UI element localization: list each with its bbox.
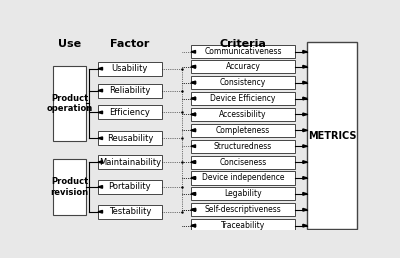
Text: Efficiency: Efficiency: [109, 108, 150, 117]
Polygon shape: [191, 81, 196, 84]
FancyBboxPatch shape: [307, 42, 357, 229]
Text: Usability: Usability: [112, 64, 148, 73]
FancyBboxPatch shape: [191, 92, 295, 105]
Text: Communicativeness: Communicativeness: [204, 47, 282, 56]
Text: Self-descriptiveness: Self-descriptiveness: [205, 205, 281, 214]
Polygon shape: [303, 208, 307, 211]
Polygon shape: [191, 161, 196, 163]
FancyBboxPatch shape: [98, 106, 162, 119]
FancyBboxPatch shape: [53, 159, 86, 215]
FancyBboxPatch shape: [191, 219, 295, 232]
Text: Device Efficiency: Device Efficiency: [210, 94, 276, 103]
Polygon shape: [303, 97, 307, 100]
Polygon shape: [191, 177, 196, 179]
Polygon shape: [191, 97, 196, 100]
FancyBboxPatch shape: [98, 84, 162, 98]
Polygon shape: [303, 161, 307, 163]
FancyBboxPatch shape: [191, 108, 295, 121]
Polygon shape: [303, 51, 307, 53]
Polygon shape: [303, 192, 307, 195]
FancyBboxPatch shape: [98, 131, 162, 145]
Polygon shape: [191, 65, 196, 68]
Polygon shape: [98, 137, 102, 140]
FancyBboxPatch shape: [191, 203, 295, 216]
Text: Factor: Factor: [110, 39, 150, 49]
Polygon shape: [191, 97, 196, 100]
Polygon shape: [191, 208, 196, 211]
Text: Product
revision: Product revision: [50, 177, 88, 197]
FancyBboxPatch shape: [191, 45, 295, 58]
Polygon shape: [303, 65, 307, 68]
Text: Device independence: Device independence: [202, 173, 284, 182]
Polygon shape: [303, 177, 307, 179]
Polygon shape: [191, 224, 196, 227]
Text: Product
operation: Product operation: [46, 94, 92, 113]
Polygon shape: [191, 161, 196, 163]
Polygon shape: [191, 192, 196, 195]
Text: Portability: Portability: [108, 182, 151, 191]
Polygon shape: [191, 81, 196, 84]
Polygon shape: [303, 129, 307, 132]
FancyBboxPatch shape: [191, 171, 295, 184]
Polygon shape: [191, 129, 196, 132]
Polygon shape: [98, 67, 102, 70]
FancyBboxPatch shape: [191, 76, 295, 89]
Polygon shape: [191, 129, 196, 132]
Text: Reusability: Reusability: [107, 134, 153, 143]
Text: Accessibility: Accessibility: [219, 110, 267, 119]
Polygon shape: [191, 113, 196, 116]
Polygon shape: [191, 65, 196, 68]
Polygon shape: [303, 224, 307, 227]
Polygon shape: [98, 111, 102, 114]
Polygon shape: [191, 113, 196, 116]
Polygon shape: [191, 208, 196, 211]
Text: Traceability: Traceability: [221, 221, 265, 230]
Polygon shape: [191, 177, 196, 179]
FancyBboxPatch shape: [53, 66, 86, 141]
FancyBboxPatch shape: [98, 205, 162, 219]
Text: Conciseness: Conciseness: [219, 158, 267, 167]
Polygon shape: [98, 89, 102, 92]
FancyBboxPatch shape: [98, 62, 162, 76]
FancyBboxPatch shape: [191, 60, 295, 73]
Text: Maintainability: Maintainability: [99, 158, 161, 167]
FancyBboxPatch shape: [98, 155, 162, 169]
Polygon shape: [98, 161, 102, 163]
FancyBboxPatch shape: [191, 140, 295, 153]
Polygon shape: [98, 211, 102, 213]
Polygon shape: [191, 208, 196, 211]
FancyBboxPatch shape: [191, 156, 295, 169]
Polygon shape: [191, 224, 196, 227]
Text: Legability: Legability: [224, 189, 262, 198]
Polygon shape: [303, 145, 307, 148]
Polygon shape: [303, 81, 307, 84]
Text: METRICS: METRICS: [308, 131, 356, 141]
Text: Use: Use: [58, 39, 81, 49]
Text: Testability: Testability: [109, 207, 151, 216]
FancyBboxPatch shape: [191, 124, 295, 137]
Polygon shape: [191, 51, 196, 53]
Text: Accuracy: Accuracy: [226, 62, 260, 71]
FancyBboxPatch shape: [98, 180, 162, 194]
Text: Consistency: Consistency: [220, 78, 266, 87]
Text: Structuredness: Structuredness: [214, 142, 272, 151]
Text: Completeness: Completeness: [216, 126, 270, 135]
FancyBboxPatch shape: [191, 187, 295, 200]
Polygon shape: [98, 186, 102, 188]
Polygon shape: [303, 113, 307, 116]
Text: Criteria: Criteria: [220, 39, 266, 49]
Polygon shape: [191, 192, 196, 195]
Polygon shape: [191, 145, 196, 148]
Text: Reliability: Reliability: [109, 86, 150, 95]
